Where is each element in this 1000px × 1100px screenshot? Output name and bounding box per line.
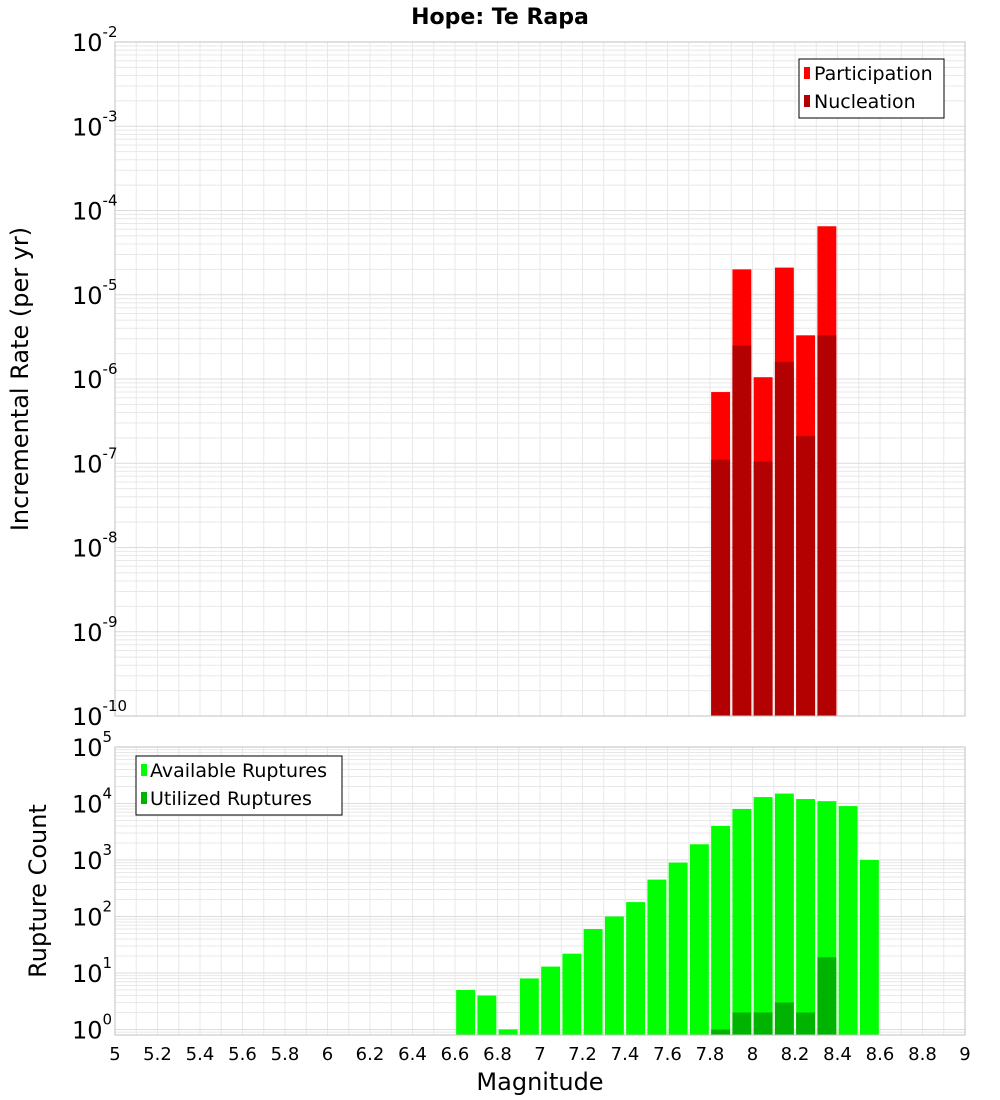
rate-bar-nucleation [711,459,731,716]
rate-legend-box [798,58,945,119]
rupture-bar-available-ruptures [562,953,582,1035]
x-tick-label: 5 [109,1044,120,1065]
x-tick-label: 8.4 [823,1044,852,1065]
available-legend-label: Available Ruptures [150,760,327,782]
rate-panel: 10-10 10-9 10-8 10-7 10-6 10-5 10-4 10-3 10-2 In… [6,23,966,731]
magnitude-x-ticks: 5 5.2 5.4 5.6 5.8 6 6.2 6.4 6.6 6.8 7 7.2 7.4 7.6 7.8 8… [109,1044,970,1065]
rupture-y-tick-label: 102 [72,898,112,932]
x-tick-label: 5.4 [186,1044,215,1065]
rupture-bar-utilized-ruptures [817,957,837,1035]
rate-plot-frame [114,41,966,717]
rupture-y-tick-label: 105 [72,728,112,762]
rate-bar-nucleation [753,461,773,716]
rupture-plot-frame [114,746,966,1036]
x-tick-label: 7.2 [568,1044,597,1065]
rupture-bar-available-ruptures [519,978,539,1035]
x-tick-label: 7.4 [611,1044,640,1065]
rate-y-axis-label: Incremental Rate (per yr) [6,227,34,531]
rupture-bar-available-ruptures [498,1029,518,1035]
rupture-y-tick-label: 104 [72,785,112,819]
rate-bar-nucleation [732,345,752,716]
x-tick-label: 6.2 [356,1044,385,1065]
rupture-bar-available-ruptures [838,806,858,1035]
x-tick-label: 5.2 [143,1044,172,1065]
rupture-bar-available-ruptures [477,995,497,1035]
x-tick-label: 8.2 [781,1044,810,1065]
rupture-y-axis-label: Rupture Count [24,804,52,978]
x-tick-label: 8.8 [908,1044,937,1065]
utilized-legend-swatch [141,792,147,804]
nucleation-legend-swatch [804,95,810,107]
rate-y-tick-label: 10-2 [72,23,118,57]
participation-legend-swatch [804,67,810,79]
rupture-bars [456,793,879,1035]
rate-y-tick-label: 10-7 [72,444,118,478]
rupture-bar-available-ruptures [541,966,561,1035]
rate-y-tick-label: 10-10 [72,697,127,731]
rate-y-tick-label: 10-9 [72,613,118,647]
rupture-bar-available-ruptures [583,929,603,1035]
rupture-y-tick-label: 100 [72,1011,112,1045]
x-tick-label: 7.6 [653,1044,682,1065]
rupture-y-tick-label: 103 [72,841,112,875]
rupture-bar-available-ruptures [859,860,879,1035]
rate-y-tick-label: 10-6 [72,360,118,394]
rate-bar-nucleation [774,361,794,716]
rupture-gridlines [114,747,966,1036]
x-tick-label: 5.8 [271,1044,300,1065]
x-axis-label: Magnitude [476,1068,603,1096]
x-tick-label: 5.6 [228,1044,257,1065]
x-tick-label: 8.6 [866,1044,895,1065]
rupture-bar-available-ruptures [668,862,688,1035]
rupture-y-tick-label: 101 [72,954,112,988]
rupture-bar-available-ruptures [774,793,794,1035]
rupture-bar-available-ruptures [604,916,624,1035]
rupture-bar-available-ruptures [753,797,773,1035]
x-tick-label: 6.6 [441,1044,470,1065]
rate-y-ticks: 10-10 10-9 10-8 10-7 10-6 10-5 10-4 10-3 10-2 [72,23,127,731]
x-tick-label: 8 [747,1044,758,1065]
rupture-count-panel: 100 101 102 103 104 105 Rupture Count Availab… [24,728,966,1045]
x-tick-label: 7.8 [696,1044,725,1065]
rate-y-tick-label: 10-3 [72,107,118,141]
rupture-bar-available-ruptures [711,825,731,1035]
rate-y-tick-label: 10-5 [72,276,118,310]
rupture-bar-available-ruptures [456,990,476,1035]
rupture-bar-utilized-ruptures [732,1012,752,1035]
rupture-bar-utilized-ruptures [796,1012,816,1035]
rupture-legend-box [135,755,343,816]
rate-y-tick-label: 10-4 [72,192,118,226]
rupture-bar-available-ruptures [647,879,667,1035]
rate-bar-nucleation [796,436,816,716]
utilized-legend-label: Utilized Ruptures [150,788,312,810]
rupture-bar-available-ruptures [732,808,752,1035]
participation-legend-label: Participation [814,63,933,85]
available-legend-swatch [141,764,147,776]
x-tick-label: 6 [322,1044,333,1065]
chart-title: Hope: Te Rapa [411,5,589,30]
x-tick-label: 6.4 [398,1044,427,1065]
x-tick-label: 9 [959,1044,970,1065]
x-tick-label: 7 [534,1044,545,1065]
rate-gridlines [114,42,966,717]
rupture-legend: Available Ruptures Utilized Ruptures [135,755,343,816]
rate-bars [711,226,837,716]
rupture-bar-utilized-ruptures [774,1002,794,1035]
rupture-y-ticks: 100 101 102 103 104 105 [72,728,112,1045]
rupture-bar-utilized-ruptures [753,1012,773,1035]
x-tick-label: 6.8 [483,1044,512,1065]
nucleation-legend-label: Nucleation [814,91,916,113]
rupture-bar-available-ruptures [796,799,816,1035]
rupture-bar-available-ruptures [689,844,709,1035]
rate-legend: Participation Nucleation [798,58,945,119]
rupture-bar-available-ruptures [626,902,646,1035]
rupture-bar-utilized-ruptures [711,1029,731,1035]
rate-bar-nucleation [817,335,837,716]
rate-y-tick-label: 10-8 [72,529,118,563]
